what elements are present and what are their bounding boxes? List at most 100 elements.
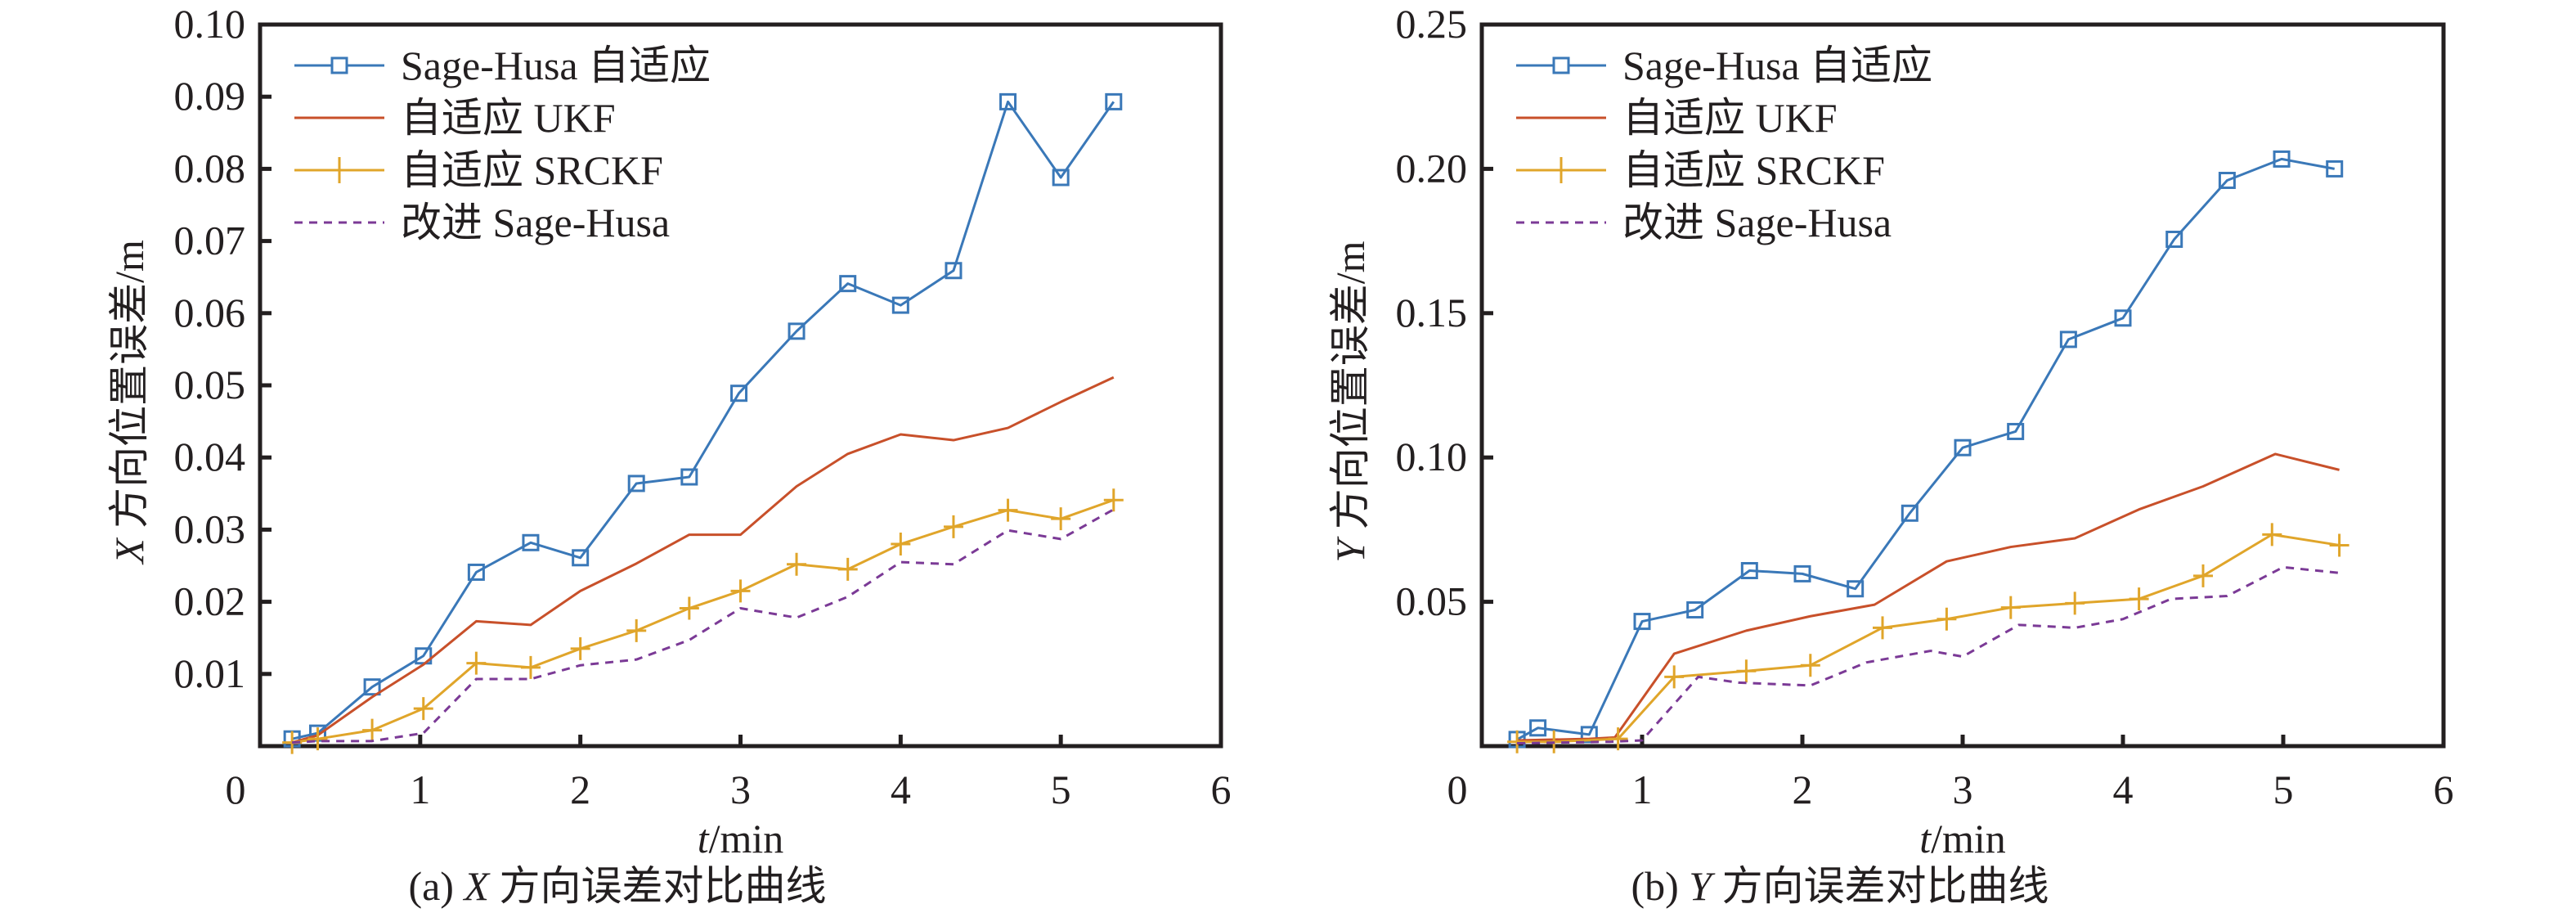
data-point-plus: [2065, 591, 2085, 615]
data-point-square: [1954, 439, 1972, 457]
data-point-plus: [998, 498, 1018, 522]
y-tick-label: 0.05: [1396, 578, 1468, 624]
data-point-square: [999, 92, 1017, 110]
data-point-plus: [1507, 730, 1528, 753]
y-axis-label: X 方向位置误差/m: [106, 240, 152, 565]
x-tick-label: 0: [1447, 767, 1468, 812]
data-point-plus: [2129, 587, 2149, 611]
y-tick-label: 0.25: [1396, 1, 1468, 47]
data-point-square: [2326, 160, 2344, 178]
y-tick-label: 0.06: [174, 290, 246, 335]
x-tick-label: 3: [1953, 767, 1973, 812]
legend-entry: 自适应 UKF: [401, 95, 616, 141]
data-point-square: [2273, 150, 2291, 168]
legend-entry: 自适应 SRCKF: [1622, 147, 1885, 193]
data-point-plus: [520, 655, 541, 679]
y-tick-label: 0.10: [174, 1, 246, 47]
caption-rest: 方向误差对比曲线: [1712, 863, 2049, 909]
data-point-plus: [1873, 616, 1892, 640]
data-point-plus: [679, 596, 699, 620]
data-point-square: [891, 296, 909, 314]
data-point-plus: [1800, 654, 1820, 677]
data-point-square: [730, 385, 748, 403]
data-point-plus: [837, 557, 858, 581]
data-point-square: [1052, 169, 1070, 187]
data-point-plus: [943, 515, 963, 538]
data-point-square: [1847, 580, 1865, 598]
data-point-plus: [1736, 659, 1757, 683]
chart-panel-b: 0.05 0.10 0.15 0.20 0.25 0 1 2 3 4 5 6 t/min Y 方向位置误差…: [1327, 1, 2454, 909]
series-line: [1517, 452, 2340, 742]
x-tick-label: 1: [410, 767, 430, 812]
data-point-square: [627, 474, 645, 492]
series-1: [291, 376, 1115, 744]
data-point-plus: [1936, 607, 1957, 631]
x-tick-label: 0: [226, 767, 246, 812]
y-tick-label: 0.03: [174, 506, 246, 551]
x-tick-label: 4: [2113, 767, 2134, 812]
data-point-square: [1901, 504, 1919, 522]
series-line: [1517, 565, 2340, 744]
series-line: [1516, 157, 2335, 741]
series-line: [292, 508, 1115, 744]
data-point-plus: [1051, 507, 1071, 531]
y-tick-label: 0.08: [174, 145, 246, 191]
legend-entry: Sage-Husa 自适应: [1622, 43, 1932, 88]
legend-square-icon: [330, 56, 348, 74]
data-point-plus: [307, 727, 328, 751]
data-point-plus: [1103, 488, 1124, 512]
data-point-square: [2165, 230, 2183, 248]
x-axis-label-unit: /min: [1931, 816, 2006, 861]
x-tick-label: 4: [891, 767, 911, 812]
data-point-plus: [787, 552, 807, 576]
data-point-square: [1105, 92, 1123, 110]
series-2: [1507, 523, 2349, 753]
data-point-square: [1529, 719, 1547, 737]
data-point-plus: [2193, 564, 2213, 587]
data-point-square: [1740, 561, 1758, 579]
data-point-square: [839, 275, 857, 293]
caption-var: X: [462, 863, 491, 909]
data-point-plus: [1608, 727, 1628, 751]
y-axis-label-var: Y: [1327, 536, 1373, 563]
x-axis-label-var: t: [1919, 816, 1932, 861]
data-point-plus: [891, 533, 911, 556]
caption-var: Y: [1689, 863, 1716, 909]
x-tick-label: 2: [570, 767, 590, 812]
caption-prefix: (a): [408, 863, 464, 909]
data-point-square: [1686, 600, 1704, 618]
y-axis-label-rest: 方向位置误差/m: [1327, 241, 1373, 539]
caption-rest: 方向误差对比曲线: [489, 863, 827, 909]
x-tick-label: 5: [1051, 767, 1071, 812]
x-tick-label: 5: [2273, 767, 2294, 812]
figure-caption: (b) Y 方向误差对比曲线: [1631, 863, 2049, 909]
legend-entry: 改进 Sage-Husa: [1622, 200, 1892, 245]
figure-caption: (a) X 方向误差对比曲线: [408, 863, 826, 909]
data-point-plus: [362, 718, 383, 742]
data-point-square: [1633, 613, 1651, 631]
data-point-square: [522, 533, 540, 551]
legend-entry: 自适应 SRCKF: [401, 147, 663, 193]
series-line: [291, 376, 1115, 744]
data-point-plus: [466, 651, 487, 675]
y-axis-label-rest: 方向位置误差/m: [106, 240, 152, 538]
y-tick-label: 0.04: [174, 434, 246, 479]
data-point-plus: [2262, 523, 2282, 546]
data-point-square: [363, 678, 381, 696]
series-3: [1517, 565, 2340, 744]
y-tick-label: 0.05: [174, 362, 246, 407]
y-tick-label: 0.20: [1396, 145, 1468, 191]
data-point-square: [2114, 309, 2132, 327]
chart-panel-a: 0.01 0.02 0.03 0.04 0.05 0.06 0.07 0.08 0.09 0.10…: [106, 1, 1232, 909]
series-0: [1508, 150, 2344, 749]
legend-entry: 自适应 UKF: [1622, 95, 1838, 141]
x-tick-label: 6: [2434, 767, 2454, 812]
series-2: [282, 488, 1124, 754]
legend-square-icon: [1552, 56, 1570, 74]
y-tick-label: 0.07: [174, 218, 246, 263]
x-axis-label-unit: /min: [709, 816, 784, 861]
data-point-square: [788, 322, 806, 340]
